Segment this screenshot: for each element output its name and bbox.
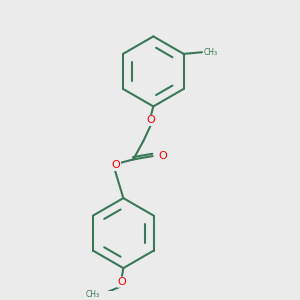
Text: O: O [117,277,126,287]
Text: O: O [112,160,120,170]
Text: CH₃: CH₃ [204,48,218,57]
Text: O: O [146,116,155,125]
Text: O: O [158,151,167,161]
Text: CH₃: CH₃ [85,290,99,299]
